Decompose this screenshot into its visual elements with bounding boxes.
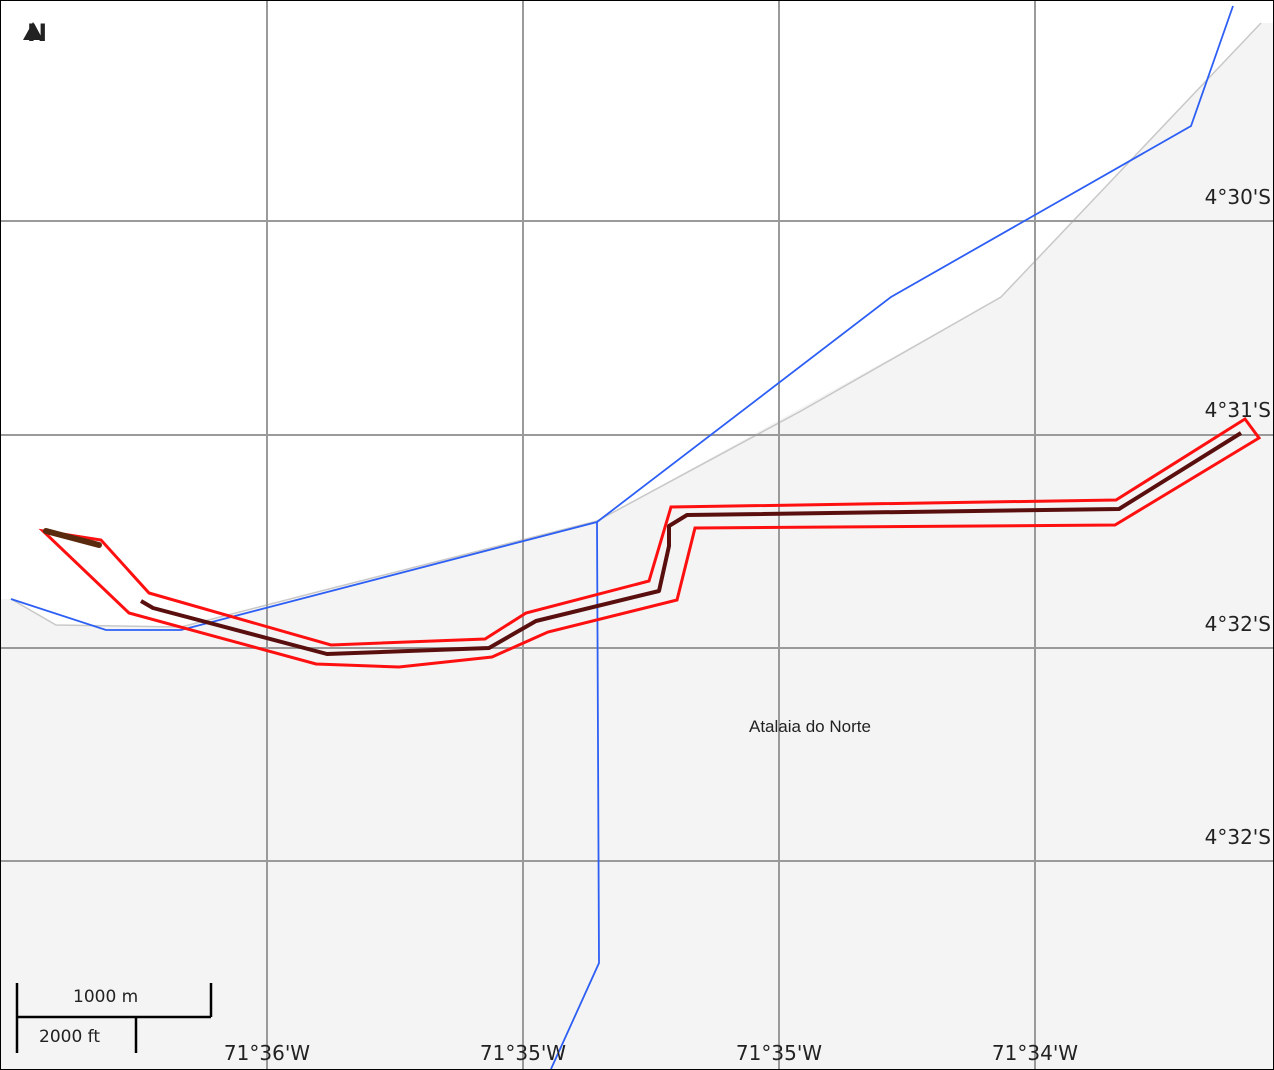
scale-bar xyxy=(15,983,213,1053)
route-buffer xyxy=(38,416,1262,669)
north-arrow-icon xyxy=(23,22,43,40)
scale-imperial-label: 2000 ft xyxy=(39,1027,101,1047)
land-area xyxy=(1,23,1273,1069)
route-segment-west xyxy=(43,528,102,548)
latitude-label: 4°31'S xyxy=(1204,398,1271,422)
latitude-label: 4°32'S xyxy=(1204,825,1271,849)
shoreline xyxy=(10,22,1262,628)
longitude-label: 71°34'W xyxy=(991,1041,1079,1065)
route-line xyxy=(139,431,1243,656)
place-label[interactable]: Atalaia do Norte xyxy=(749,717,871,736)
longitude-label: 71°36'W xyxy=(223,1041,311,1065)
north-arrow: N xyxy=(21,21,53,45)
longitude-label: 71°35'W xyxy=(479,1041,567,1065)
boundary-line-south xyxy=(550,521,600,1069)
latitude-label: 4°30'S xyxy=(1204,185,1271,209)
scale-metric-label: 1000 m xyxy=(73,987,139,1007)
latitude-label: 4°32'S xyxy=(1204,612,1271,636)
longitude-label: 71°35'W xyxy=(735,1041,823,1065)
